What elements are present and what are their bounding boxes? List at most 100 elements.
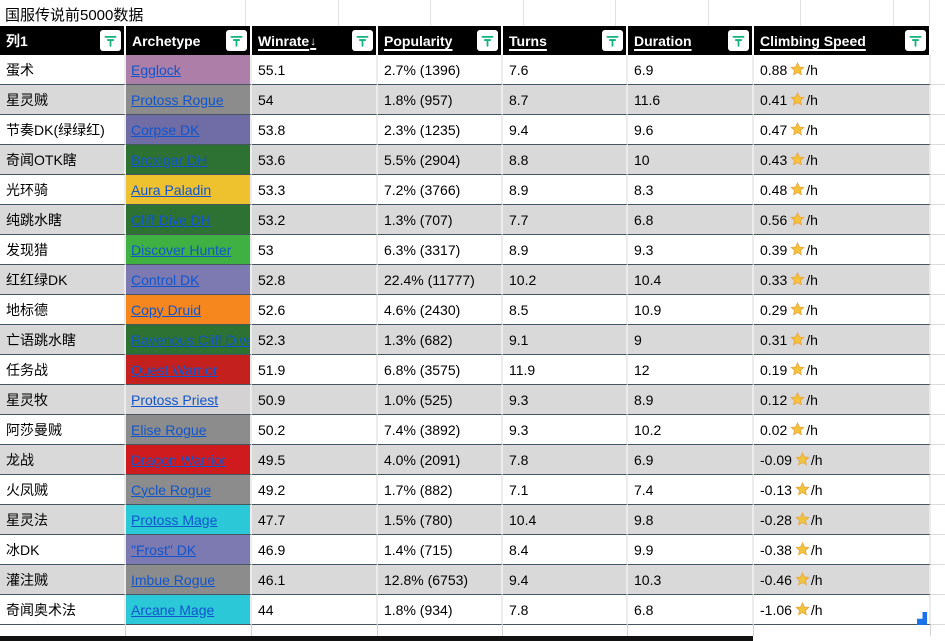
deck-name-cell[interactable]: 星灵贼 xyxy=(0,85,126,115)
popularity-cell[interactable]: 22.4% (11777) xyxy=(378,265,503,295)
climbing-speed-cell[interactable]: 0.88 /h xyxy=(754,55,931,85)
deck-name-cell[interactable]: 星灵法 xyxy=(0,505,126,535)
duration-cell[interactable]: 6.8 xyxy=(628,205,754,235)
filter-icon[interactable] xyxy=(728,30,749,51)
winrate-cell[interactable]: 52.8 xyxy=(252,265,378,295)
deck-name-cell[interactable]: 光环骑 xyxy=(0,175,126,205)
climbing-speed-cell[interactable]: 0.43 /h xyxy=(754,145,931,175)
archetype-cell[interactable]: Broxigar DH xyxy=(126,145,252,175)
turns-cell[interactable]: 8.7 xyxy=(503,85,628,115)
archetype-link[interactable]: Imbue Rogue xyxy=(131,571,216,588)
duration-cell[interactable]: 10.3 xyxy=(628,565,754,595)
turns-cell[interactable]: 9.3 xyxy=(503,415,628,445)
archetype-link[interactable]: Discover Hunter xyxy=(131,241,232,258)
archetype-cell[interactable]: Copy Druid xyxy=(126,295,252,325)
column-header-turns[interactable]: Turns xyxy=(503,26,628,55)
winrate-cell[interactable]: 52.6 xyxy=(252,295,378,325)
winrate-cell[interactable]: 50.9 xyxy=(252,385,378,415)
deck-name-cell[interactable]: 阿莎曼贼 xyxy=(0,415,126,445)
duration-cell[interactable]: 9.8 xyxy=(628,505,754,535)
archetype-link[interactable]: Ravenous Cliff Dive DH xyxy=(131,331,252,348)
popularity-cell[interactable]: 12.8% (6753) xyxy=(378,565,503,595)
duration-cell[interactable]: 6.8 xyxy=(628,595,754,625)
filter-icon[interactable] xyxy=(352,30,373,51)
deck-name-cell[interactable]: 纯跳水瞎 xyxy=(0,205,126,235)
turns-cell[interactable]: 9.4 xyxy=(503,565,628,595)
popularity-cell[interactable]: 5.5% (2904) xyxy=(378,145,503,175)
winrate-cell[interactable]: 53.8 xyxy=(252,115,378,145)
popularity-cell[interactable]: 2.3% (1235) xyxy=(378,115,503,145)
climbing-speed-cell[interactable]: 0.39 /h xyxy=(754,235,931,265)
duration-cell[interactable]: 10 xyxy=(628,145,754,175)
winrate-cell[interactable]: 53.3 xyxy=(252,175,378,205)
turns-cell[interactable]: 10.4 xyxy=(503,505,628,535)
climbing-speed-cell[interactable]: -0.38 /h xyxy=(754,535,931,565)
climbing-speed-cell[interactable]: -0.46 /h xyxy=(754,565,931,595)
archetype-cell[interactable]: Egglock xyxy=(126,55,252,85)
turns-cell[interactable]: 7.8 xyxy=(503,595,628,625)
archetype-link[interactable]: Control DK xyxy=(131,271,200,288)
winrate-cell[interactable]: 53.6 xyxy=(252,145,378,175)
winrate-cell[interactable]: 53.2 xyxy=(252,205,378,235)
archetype-link[interactable]: Protoss Priest xyxy=(131,391,219,408)
filter-icon[interactable] xyxy=(602,30,623,51)
duration-cell[interactable]: 8.3 xyxy=(628,175,754,205)
climbing-speed-cell[interactable]: 0.33 /h xyxy=(754,265,931,295)
popularity-cell[interactable]: 2.7% (1396) xyxy=(378,55,503,85)
turns-cell[interactable]: 7.1 xyxy=(503,475,628,505)
turns-cell[interactable]: 8.4 xyxy=(503,535,628,565)
turns-cell[interactable]: 9.1 xyxy=(503,325,628,355)
archetype-cell[interactable]: Protoss Priest xyxy=(126,385,252,415)
duration-cell[interactable]: 12 xyxy=(628,355,754,385)
winrate-cell[interactable]: 46.1 xyxy=(252,565,378,595)
duration-cell[interactable]: 11.6 xyxy=(628,85,754,115)
turns-cell[interactable]: 10.2 xyxy=(503,265,628,295)
popularity-cell[interactable]: 1.3% (682) xyxy=(378,325,503,355)
climbing-speed-cell[interactable]: 0.41 /h xyxy=(754,85,931,115)
archetype-cell[interactable]: Protoss Mage xyxy=(126,505,252,535)
deck-name-cell[interactable]: 蛋术 xyxy=(0,55,126,85)
duration-cell[interactable]: 6.9 xyxy=(628,445,754,475)
winrate-cell[interactable]: 51.9 xyxy=(252,355,378,385)
deck-name-cell[interactable]: 地标德 xyxy=(0,295,126,325)
popularity-cell[interactable]: 1.0% (525) xyxy=(378,385,503,415)
archetype-link[interactable]: Arcane Mage xyxy=(131,601,215,618)
turns-cell[interactable]: 9.3 xyxy=(503,385,628,415)
deck-name-cell[interactable]: 龙战 xyxy=(0,445,126,475)
winrate-cell[interactable]: 55.1 xyxy=(252,55,378,85)
duration-cell[interactable]: 9 xyxy=(628,325,754,355)
winrate-cell[interactable]: 52.3 xyxy=(252,325,378,355)
popularity-cell[interactable]: 1.3% (707) xyxy=(378,205,503,235)
column-header-climbing[interactable]: Climbing Speed xyxy=(754,26,931,55)
deck-name-cell[interactable]: 星灵牧 xyxy=(0,385,126,415)
popularity-cell[interactable]: 6.3% (3317) xyxy=(378,235,503,265)
deck-name-cell[interactable]: 发现猎 xyxy=(0,235,126,265)
popularity-cell[interactable]: 4.0% (2091) xyxy=(378,445,503,475)
deck-name-cell[interactable]: 冰DK xyxy=(0,535,126,565)
duration-cell[interactable]: 10.9 xyxy=(628,295,754,325)
archetype-link[interactable]: Broxigar DH xyxy=(131,151,208,168)
popularity-cell[interactable]: 1.7% (882) xyxy=(378,475,503,505)
column-header-archetype[interactable]: Archetype xyxy=(126,26,252,55)
archetype-link[interactable]: Protoss Mage xyxy=(131,511,218,528)
turns-cell[interactable]: 11.9 xyxy=(503,355,628,385)
climbing-speed-cell[interactable]: 0.31 /h xyxy=(754,325,931,355)
deck-name-cell[interactable]: 亡语跳水瞎 xyxy=(0,325,126,355)
duration-cell[interactable]: 9.3 xyxy=(628,235,754,265)
duration-cell[interactable]: 7.4 xyxy=(628,475,754,505)
climbing-speed-cell[interactable]: -0.28 /h xyxy=(754,505,931,535)
archetype-link[interactable]: Cycle Rogue xyxy=(131,481,212,498)
archetype-link[interactable]: Protoss Rogue xyxy=(131,91,224,108)
winrate-cell[interactable]: 49.2 xyxy=(252,475,378,505)
climbing-speed-cell[interactable]: 0.19 /h xyxy=(754,355,931,385)
archetype-cell[interactable]: "Frost" DK xyxy=(126,535,252,565)
turns-cell[interactable]: 8.9 xyxy=(503,235,628,265)
climbing-speed-cell[interactable]: -1.06 /h xyxy=(754,595,931,625)
turns-cell[interactable]: 9.4 xyxy=(503,115,628,145)
archetype-cell[interactable]: Quest Warrior xyxy=(126,355,252,385)
deck-name-cell[interactable]: 奇闻奥术法 xyxy=(0,595,126,625)
deck-name-cell[interactable]: 任务战 xyxy=(0,355,126,385)
archetype-cell[interactable]: Dragon Warrior xyxy=(126,445,252,475)
archetype-cell[interactable]: Ravenous Cliff Dive DH xyxy=(126,325,252,355)
deck-name-cell[interactable]: 灌注贼 xyxy=(0,565,126,595)
